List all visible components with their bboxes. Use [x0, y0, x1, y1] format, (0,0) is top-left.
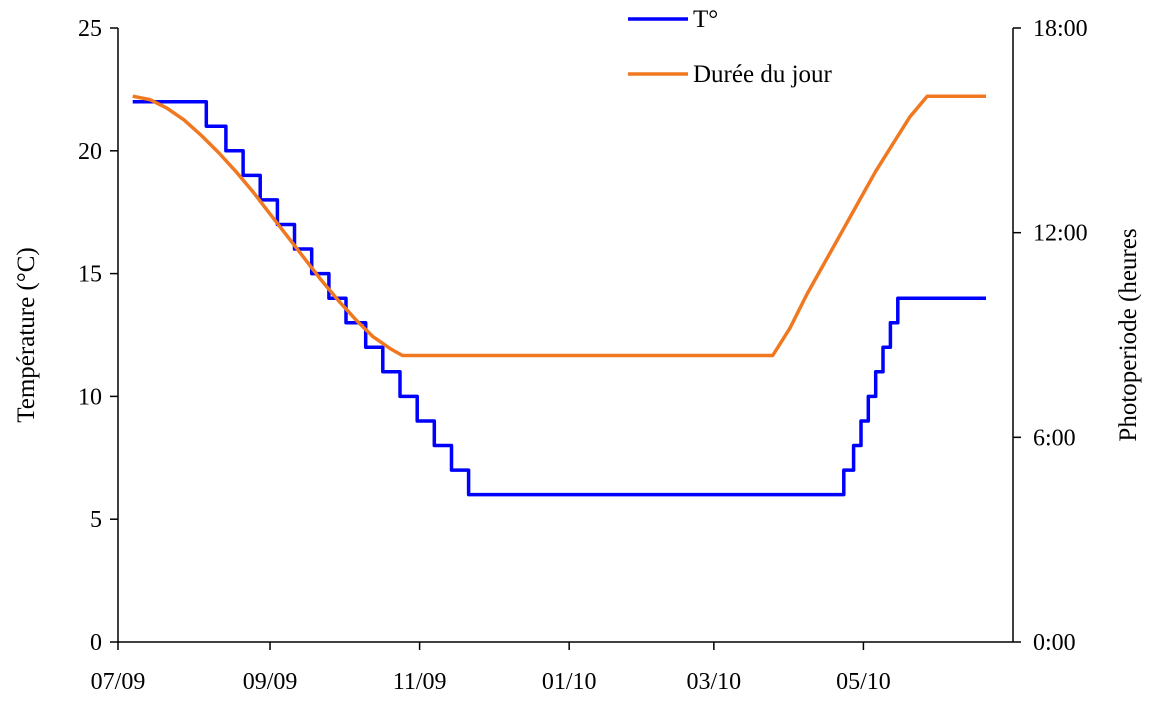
x-ticks: 07/09 09/09 11/09 01/10 03/10 05/10 — [91, 642, 891, 695]
x-tick-label: 01/10 — [542, 669, 597, 695]
y2-tick-label: 0:00 — [1033, 630, 1076, 656]
right-ticks: 0:00 6:00 12:00 18:00 — [1013, 16, 1088, 656]
x-tick-label: 05/10 — [836, 669, 891, 695]
y-tick-label: 15 — [78, 262, 102, 288]
x-tick-label: 07/09 — [91, 669, 146, 695]
legend-label-daylength: Durée du jour — [693, 61, 833, 88]
y2-tick-label: 18:00 — [1033, 16, 1088, 42]
y2-tick-label: 12:00 — [1033, 221, 1088, 247]
series-layer — [132, 94, 986, 497]
axes — [117, 28, 1014, 643]
y-axis-title: Température (°C) — [13, 247, 40, 423]
y-tick-label: 10 — [78, 384, 102, 410]
series-line-temperature — [132, 99, 986, 497]
y2-tick-label: 6:00 — [1033, 425, 1076, 451]
left-ticks: 0 5 10 15 20 25 — [78, 16, 118, 656]
legend: T° Durée du jour — [628, 6, 833, 88]
series-line-daylength — [132, 94, 986, 358]
y2-axis-title: Photoperiode (heures — [1115, 228, 1142, 441]
x-tick-label: 11/09 — [393, 669, 447, 695]
y-tick-label: 25 — [78, 16, 102, 42]
x-tick-label: 09/09 — [243, 669, 298, 695]
y-tick-label: 0 — [90, 630, 102, 656]
x-tick-label: 03/10 — [687, 669, 742, 695]
y-tick-label: 20 — [78, 139, 102, 165]
y-tick-label: 5 — [90, 507, 102, 533]
legend-label-temperature: T° — [693, 6, 718, 33]
